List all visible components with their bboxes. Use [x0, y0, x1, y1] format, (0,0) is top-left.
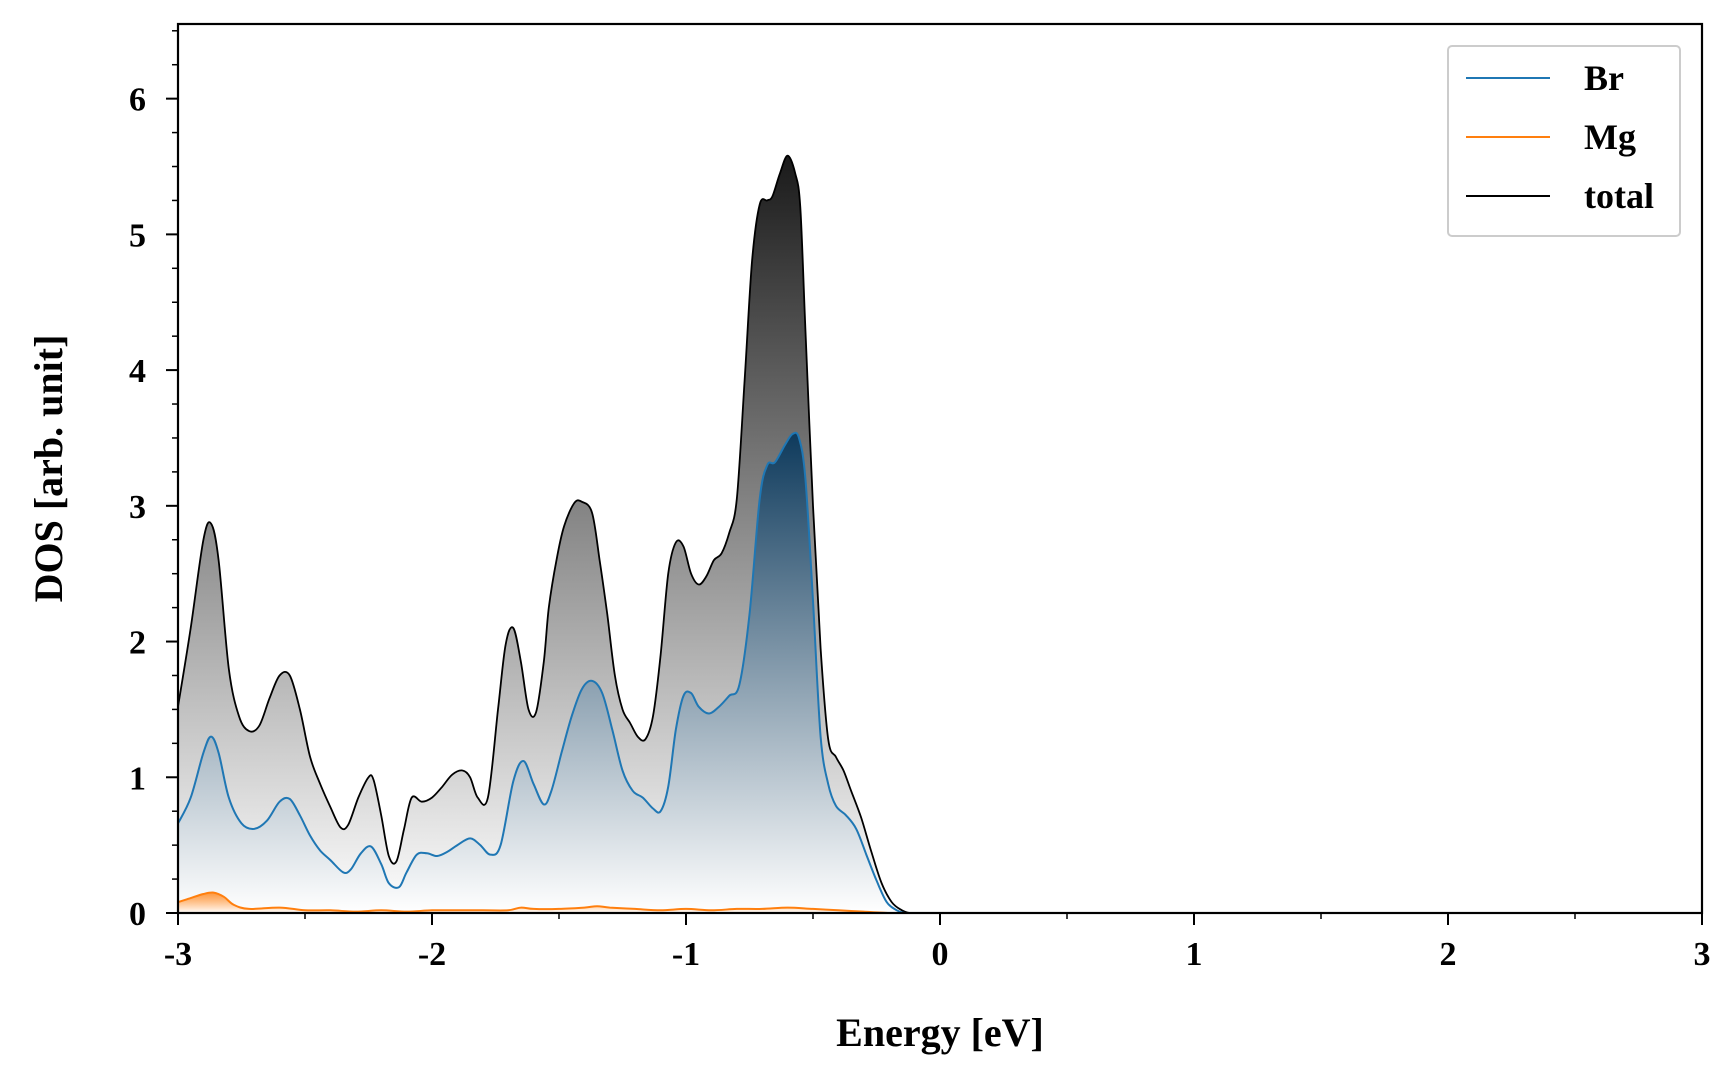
x-tick-label: 0 [932, 936, 949, 973]
series-lines [177, 154, 1702, 915]
y-axis-label: DOS [arb. unit] [26, 335, 71, 603]
legend-box [1447, 45, 1681, 237]
x-axis-label: Energy [eV] [836, 1010, 1044, 1055]
legend-label-total: total [1584, 176, 1654, 216]
x-tick-label: -3 [164, 936, 192, 973]
plot-frame [176, 22, 1704, 915]
x-tick-label: 3 [1694, 936, 1711, 973]
y-tick-label: 3 [129, 489, 146, 526]
legend-label-br: Br [1584, 58, 1624, 98]
series-line-total [177, 154, 1702, 914]
x-tick-label: 1 [1186, 936, 1203, 973]
y-tick-label: 1 [129, 760, 146, 797]
series-fills [178, 155, 1702, 913]
x-tick-label: 2 [1440, 936, 1457, 973]
x-tick-label: -1 [672, 936, 700, 973]
y-tick-label: 2 [129, 625, 146, 662]
x-tick-label: -2 [418, 936, 446, 973]
y-tick-label: 5 [129, 217, 146, 254]
axis-tick-labels: -3 -2 -1 0 1 2 3 0 1 2 3 4 5 6 [129, 82, 1711, 973]
area-fill-total [178, 155, 1702, 913]
legend-label-mg: Mg [1584, 117, 1636, 157]
area-fill-br [178, 432, 1702, 913]
y-tick-label: 6 [129, 82, 146, 119]
y-tick-label: 4 [129, 353, 146, 390]
series-line-br [177, 431, 1702, 915]
y-tick-label: 0 [129, 896, 146, 933]
legend: Br Mg total [1447, 45, 1681, 237]
